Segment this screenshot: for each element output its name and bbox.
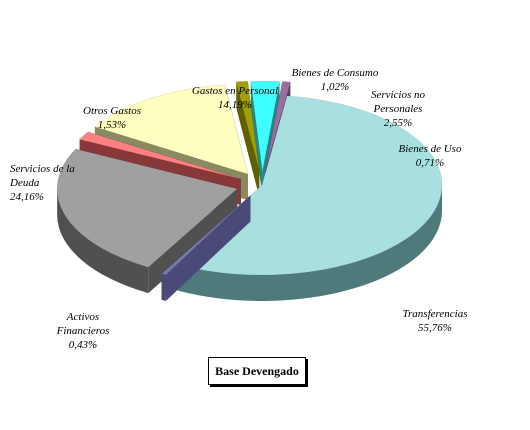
slice-top-activos-financieros bbox=[161, 195, 251, 276]
slice-top-servicios-de-la-deuda bbox=[56, 148, 238, 268]
slice-top-bienes-de-consumo bbox=[235, 80, 260, 172]
slice-servicios-de-la-deuda bbox=[56, 148, 238, 294]
slice-value-transferencias: 55,76% bbox=[418, 322, 452, 334]
slice-wall-activos-financieros-0 bbox=[165, 195, 251, 301]
slice-value-bienes-uso: 0,71% bbox=[415, 157, 445, 169]
slice-value-otros-gastos: 1,53% bbox=[97, 119, 127, 131]
slice-wall-servicios-no-personales-0 bbox=[250, 81, 263, 198]
slice-name-servicios-deuda: Servicios de la Deuda bbox=[10, 163, 75, 189]
slice-name-gastos-personal: Gastos en Personal bbox=[191, 85, 279, 97]
slice-name-bienes-consumo: Bienes de Consumo bbox=[291, 67, 379, 79]
slice-label-bienes-consumo: Bienes de Consumo 1,02% bbox=[280, 52, 390, 108]
slice-value-servicios-no-personales: 2,55% bbox=[383, 117, 413, 129]
slice-label-activos-financieros: Activos Financieros 0,43% bbox=[38, 296, 128, 366]
slice-wall-bienes-de-consumo-0 bbox=[236, 81, 260, 198]
slice-label-gastos-personal: Gastos en Personal 14,19% bbox=[180, 70, 290, 126]
footer-label-box: Base Devengado bbox=[208, 357, 306, 385]
slice-value-gastos-personal: 14,19% bbox=[218, 99, 252, 111]
slice-top-transferencias bbox=[176, 95, 443, 276]
slice-value-activos-financieros: 0,43% bbox=[68, 339, 98, 351]
slice-top-servicios-no-personales bbox=[250, 80, 280, 172]
slice-name-transferencias: Transferencias bbox=[402, 308, 468, 320]
slice-activos-financieros bbox=[161, 195, 251, 301]
slice-top-bienes-de-uso bbox=[265, 81, 291, 172]
slice-side-activos-financieros bbox=[161, 273, 166, 301]
slice-name-servicios-no-personales: Servicios no Personales bbox=[370, 89, 426, 115]
slice-label-otros-gastos: Otros Gastos 1,53% bbox=[76, 90, 148, 146]
slice-value-servicios-deuda: 24,16% bbox=[10, 191, 44, 203]
footer-label: Base Devengado bbox=[215, 364, 299, 378]
slice-label-bienes-uso: Bienes de Uso 0,71% bbox=[388, 128, 472, 184]
slice-top-otros-gastos bbox=[79, 131, 242, 180]
slice-value-bienes-consumo: 1,02% bbox=[320, 81, 350, 93]
slice-name-bienes-uso: Bienes de Uso bbox=[398, 143, 462, 155]
slice-side-transferencias bbox=[177, 185, 443, 302]
slice-side-servicios-de-la-deuda bbox=[57, 188, 149, 294]
slice-bienes-de-consumo bbox=[235, 80, 260, 198]
slice-label-servicios-no-personales: Servicios no Personales 2,55% bbox=[358, 74, 438, 144]
slice-label-transferencias: Transferencias 55,76% bbox=[380, 293, 490, 349]
slice-name-otros-gastos: Otros Gastos bbox=[83, 105, 141, 117]
slice-label-servicios-deuda: Servicios de la Deuda 24,16% bbox=[10, 148, 94, 218]
slice-top-gastos-en-personal bbox=[94, 84, 249, 175]
slice-name-activos-financieros: Activos Financieros bbox=[56, 311, 110, 337]
